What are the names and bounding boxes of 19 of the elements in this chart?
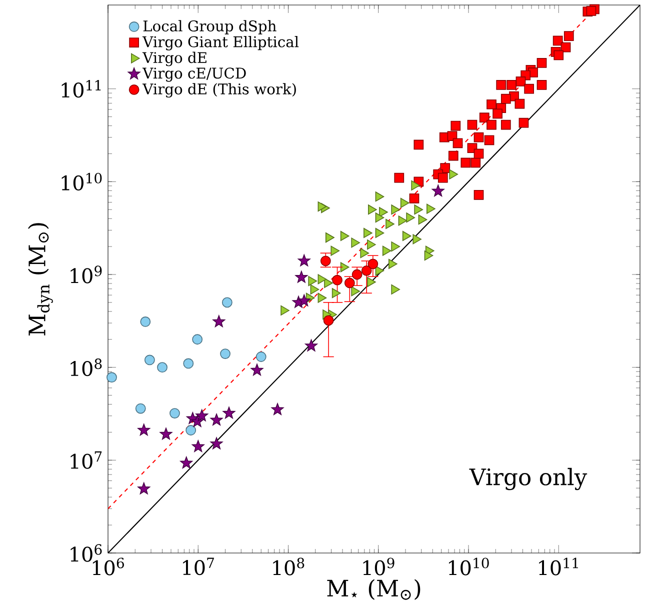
legend-label: Virgo dE (This work): [142, 83, 296, 98]
legend-label: Virgo Giant Elliptical: [142, 36, 299, 50]
x-tick-label: 10$^{9}$: [363, 558, 394, 576]
legend-label: Local Group dSph: [143, 20, 276, 34]
y-tick-label: 10$^{11}$: [62, 80, 101, 98]
y-axis-title: M$_{dyn}$ (M$_{⊙}$): [28, 223, 53, 336]
x-axis-title: M$_{⋆}$ (M$_{⊙}$): [327, 579, 420, 600]
x-tick-label: 10$^{8}$: [273, 558, 304, 576]
x-tick-label: 10$^{11}$: [539, 558, 578, 576]
legend-label: Virgo dE: [142, 52, 206, 66]
annotation: Virgo only: [469, 468, 588, 490]
y-tick-label: 10$^{8}$: [70, 358, 102, 376]
y-tick-label: 10$^{7}$: [70, 451, 102, 469]
x-tick-label: 10$^{10}$: [448, 558, 489, 576]
x-tick-label: 10$^{6}$: [92, 558, 124, 576]
y-tick-label: 10$^{10}$: [62, 172, 102, 190]
x-tick-label: 10$^{7}$: [183, 558, 214, 576]
y-tick-label: 10$^{9}$: [70, 266, 102, 284]
legend-label: Virgo cE/UCD: [142, 68, 246, 82]
